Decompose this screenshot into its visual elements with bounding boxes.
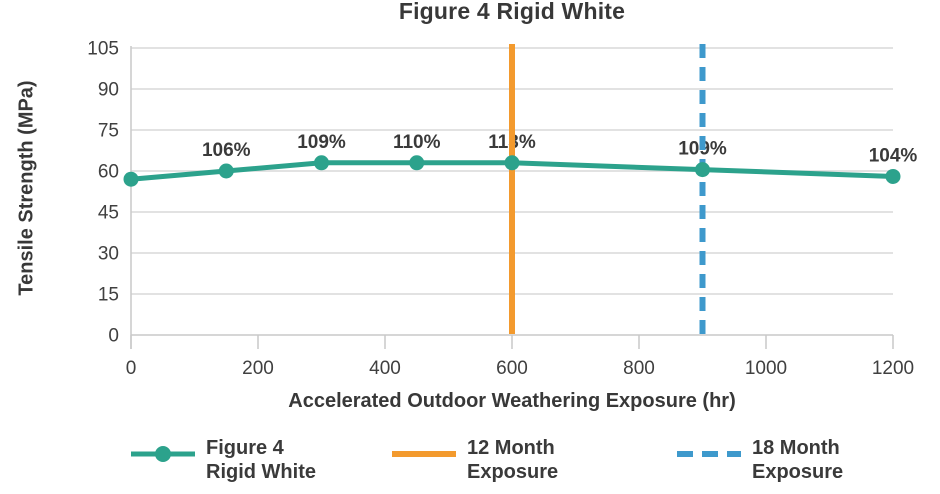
legend-swatch-marker — [155, 446, 171, 462]
y-tick-label: 15 — [98, 285, 119, 306]
legend-label: Figure 4 Rigid White — [206, 437, 316, 483]
x-tick-label: 400 — [369, 358, 401, 379]
legend-swatch-line-marker-icon — [131, 443, 195, 470]
chart-title: Figure 4 Rigid White — [398, 0, 626, 24]
y-tick-label: 30 — [98, 244, 119, 265]
x-tick-label: 200 — [242, 358, 274, 379]
y-tick-label: 60 — [98, 162, 119, 183]
legend-label: 18 Month Exposure — [752, 437, 844, 483]
legend-item-18-month-exposure: 18 Month Exposure — [677, 436, 843, 484]
x-tick-label: 1000 — [745, 358, 787, 379]
data-point — [314, 155, 329, 171]
x-tick-label: 0 — [126, 358, 137, 379]
legend-item-12-month-exposure: 12 Month Exposure — [392, 436, 558, 484]
data-point-label: 109% — [297, 132, 346, 153]
legend-label: 12 Month Exposure — [467, 437, 559, 483]
y-tick-label: 105 — [87, 39, 119, 60]
y-tick-label: 45 — [98, 203, 119, 224]
data-point — [504, 155, 520, 171]
legend-swatch-solid-line-icon — [392, 443, 456, 470]
legend: Figure 4 Rigid White 12 Month Exposure 1… — [0, 436, 940, 494]
data-point — [218, 163, 234, 179]
x-tick-label: 800 — [623, 358, 655, 379]
data-point-label: 104% — [869, 145, 918, 166]
y-tick-label: 90 — [98, 80, 119, 101]
legend-swatch-dashed-line-icon — [677, 443, 741, 470]
data-point — [123, 171, 139, 187]
data-point — [885, 168, 901, 184]
x-tick-label: 1200 — [872, 358, 914, 379]
y-tick-label: 0 — [108, 326, 119, 347]
data-point — [409, 155, 425, 171]
data-point-label: 110% — [393, 132, 441, 153]
x-tick-label: 600 — [496, 358, 528, 379]
y-tick-label: 75 — [98, 121, 119, 142]
legend-item-series: Figure 4 Rigid White — [131, 436, 316, 484]
plot-area: 0 200 400 600 800 1000 1200 0 15 30 45 60 75 90 105 106… — [87, 39, 918, 380]
data-point — [695, 162, 710, 178]
data-point-label: 106% — [202, 140, 251, 161]
x-axis-title: Accelerated Outdoor Weathering Exposure … — [288, 390, 736, 412]
